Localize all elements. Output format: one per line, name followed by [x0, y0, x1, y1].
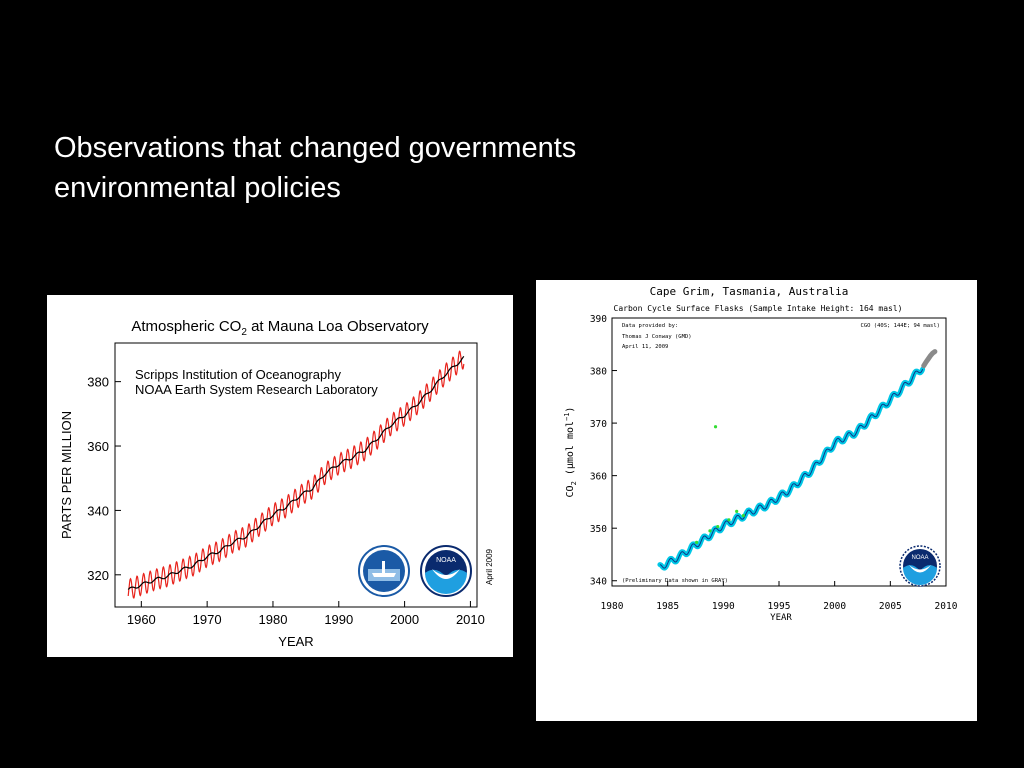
credit-line1: Data provided by: [622, 323, 678, 329]
preliminary-data-band [921, 349, 938, 369]
x-tick-label: 2000 [823, 601, 846, 612]
chart-title: Atmospheric CO2 at Mauna Loa Observatory [131, 318, 429, 338]
flask-data-band [657, 366, 926, 571]
series-group [657, 349, 938, 571]
seasonal-co2-line [127, 350, 465, 599]
cape-grim-chart-panel: Cape Grim, Tasmania, Australia Carbon Cy… [536, 280, 977, 721]
outlier-point [741, 513, 745, 518]
y-tick-label: 370 [590, 419, 607, 430]
noaa-logo: NOAA [420, 545, 472, 597]
y-tick-label: 360 [87, 439, 109, 454]
x-tick-label: 1985 [656, 601, 679, 612]
y-tick-label: 340 [590, 577, 607, 588]
x-tick-label: 1980 [259, 612, 288, 627]
x-tick-label: 1995 [768, 601, 791, 612]
outlier-point [708, 529, 712, 533]
annotation-line2: NOAA Earth System Research Laboratory [135, 382, 378, 397]
slide-title-line2: environmental policies [54, 172, 341, 204]
outlier-point [727, 518, 731, 522]
preliminary-note: (Preliminary Data shown in GRAY) [622, 578, 728, 584]
credit-line2: Thomas J Conway (GMD) [622, 334, 692, 340]
x-axis-label: YEAR [770, 613, 792, 623]
y-axis-label: CO2 (μmol mol−1) [563, 407, 578, 498]
plot-frame [611, 317, 947, 587]
axis-ticks: 1980 1985 1990 1995 2000 2005 2010 340 350 360 370… [590, 314, 958, 612]
slide-title-line1: Observations that changed governments [54, 132, 577, 164]
axis-ticks: 1960 1970 1980 1990 2000 2010 320 340 360 380 [87, 375, 485, 627]
chart-title: Cape Grim, Tasmania, Australia [650, 285, 849, 298]
y-tick-label: 380 [87, 375, 109, 390]
cape-grim-chart: Cape Grim, Tasmania, Australia Carbon Cy… [563, 285, 958, 623]
scripps-logo [358, 545, 410, 597]
credit-line3: April 11, 2009 [622, 344, 668, 350]
x-tick-label: 1980 [601, 601, 624, 612]
svg-text:NOAA: NOAA [911, 555, 928, 561]
station-label: CGO (40S; 144E; 94 masl) [861, 323, 940, 329]
outlier-point [713, 425, 718, 429]
x-tick-label: 2000 [390, 612, 419, 627]
plot-frame [114, 342, 478, 608]
y-axis-label: PARTS PER MILLION [59, 411, 74, 539]
y-tick-label: 380 [590, 367, 607, 378]
slide-title: Observations that changed governments en… [54, 128, 754, 208]
x-tick-label: 1960 [127, 612, 156, 627]
x-tick-label: 1970 [193, 612, 222, 627]
chart-subtitle: Carbon Cycle Surface Flasks (Sample Inta… [614, 304, 903, 313]
outlier-point [695, 540, 699, 544]
y-tick-label: 390 [590, 314, 607, 325]
date-note: April 2009 [485, 548, 494, 585]
outlier-point [735, 509, 739, 513]
x-tick-label: 2005 [879, 601, 902, 612]
flask-fit-line [659, 369, 924, 569]
noaa-logo: NOAA [899, 545, 941, 587]
annotation-line1: Scripps Institution of Oceanography [135, 367, 341, 382]
outlier-point [716, 525, 720, 529]
series-group [127, 350, 465, 599]
x-tick-label: 2010 [456, 612, 485, 627]
mauna-loa-chart: Atmospheric CO2 at Mauna Loa Observatory… [59, 318, 494, 649]
y-tick-label: 360 [590, 472, 607, 483]
x-tick-label: 1990 [712, 601, 735, 612]
y-tick-label: 320 [87, 568, 109, 583]
x-tick-label: 2010 [935, 601, 958, 612]
y-tick-label: 350 [590, 524, 607, 535]
x-axis-label: YEAR [278, 634, 313, 649]
y-tick-label: 340 [87, 503, 109, 518]
mauna-loa-chart-panel: Atmospheric CO2 at Mauna Loa Observatory… [47, 295, 513, 657]
annual-trend-line [127, 355, 465, 590]
x-tick-label: 1990 [324, 612, 353, 627]
svg-text:NOAA: NOAA [436, 557, 456, 564]
